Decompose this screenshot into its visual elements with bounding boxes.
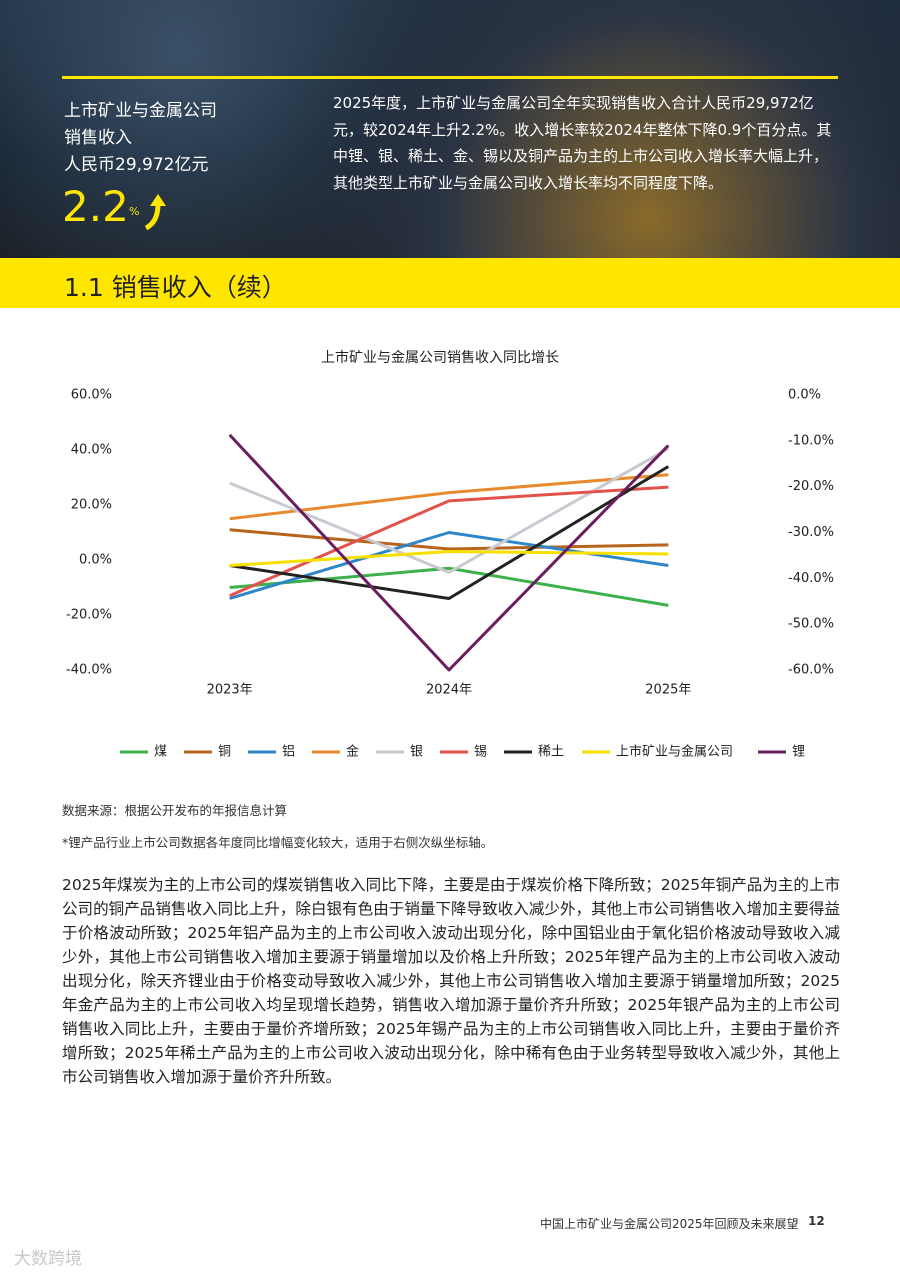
y2-tick-label: -20.0%	[788, 479, 834, 494]
series-line	[229, 531, 669, 600]
growth-unit: %	[129, 205, 140, 218]
legend-label: 上市矿业与金属公司	[616, 744, 733, 760]
y2-tick-label: -40.0%	[788, 571, 834, 586]
x-tick-label: 2023年	[207, 683, 253, 698]
legend-label: 煤	[154, 745, 167, 760]
y-tick-label: 60.0%	[71, 388, 112, 403]
footer-text: 中国上市矿业与金属公司2025年回顾及未来展望	[540, 1217, 799, 1231]
series-line	[229, 485, 669, 598]
series-line	[229, 566, 669, 607]
series-line	[229, 549, 669, 567]
series-line	[228, 433, 670, 672]
series-line	[229, 528, 669, 551]
page-number: 12	[808, 1214, 825, 1228]
legend-label: 锡	[474, 745, 487, 760]
x-tick-label: 2024年	[426, 683, 472, 698]
chart: 上市矿业与金属公司销售收入同比增长 -40.0% -20.0% 0.0% 20.0% 4…	[66, 349, 834, 760]
section-title: 1.1 销售收入（续）	[64, 273, 287, 302]
legend-label: 银	[410, 745, 423, 760]
x-tick-label: 2025年	[645, 683, 691, 698]
y-tick-label: -40.0%	[66, 663, 112, 678]
hero-label: 销售收入	[64, 128, 132, 148]
y-tick-label: 0.0%	[79, 553, 112, 568]
chart-title: 上市矿业与金属公司销售收入同比增长	[321, 349, 559, 366]
hero-background	[0, 0, 900, 258]
summary: 2025年度，上市矿业与金属公司全年实现销售收入合计人民币29,972亿元，较2…	[333, 94, 832, 192]
hero-label: 人民币29,972亿元	[64, 155, 209, 175]
y-tick-label: 40.0%	[71, 443, 112, 458]
series-line	[229, 473, 669, 521]
legend-label: 金	[346, 744, 359, 760]
body-text: 2025年煤炭为主的上市公司的煤炭销售收入同比下降，主要是由于煤炭价格下降所致；…	[62, 876, 840, 1086]
accent-line	[62, 76, 838, 79]
watermark: 大数跨境	[14, 1249, 82, 1269]
footnote: *锂产品行业上市公司数据各年度同比增幅变化较大，适用于右侧次纵坐标轴。	[62, 835, 494, 850]
y2-tick-label: 0.0%	[788, 388, 821, 403]
legend-label: 锂	[792, 745, 805, 760]
y2-tick-label: -60.0%	[788, 663, 834, 678]
y2-tick-label: -30.0%	[788, 525, 834, 540]
y-tick-label: 20.0%	[71, 498, 112, 513]
series-line	[229, 465, 670, 600]
growth-figure: 2.2	[62, 182, 129, 231]
legend-label: 稀土	[538, 745, 564, 760]
y2-tick-label: -50.0%	[788, 617, 834, 632]
y-tick-label: -20.0%	[66, 608, 112, 623]
up-arrow	[144, 194, 166, 231]
legend-label: 铝	[282, 745, 295, 760]
legend-label: 铜	[218, 745, 231, 760]
hero-label: 上市矿业与金属公司	[64, 101, 217, 121]
y2-tick-label: -10.0%	[788, 433, 834, 448]
section-band	[0, 258, 900, 308]
source-note: 数据来源：根据公开发布的年报信息计算	[62, 803, 288, 818]
